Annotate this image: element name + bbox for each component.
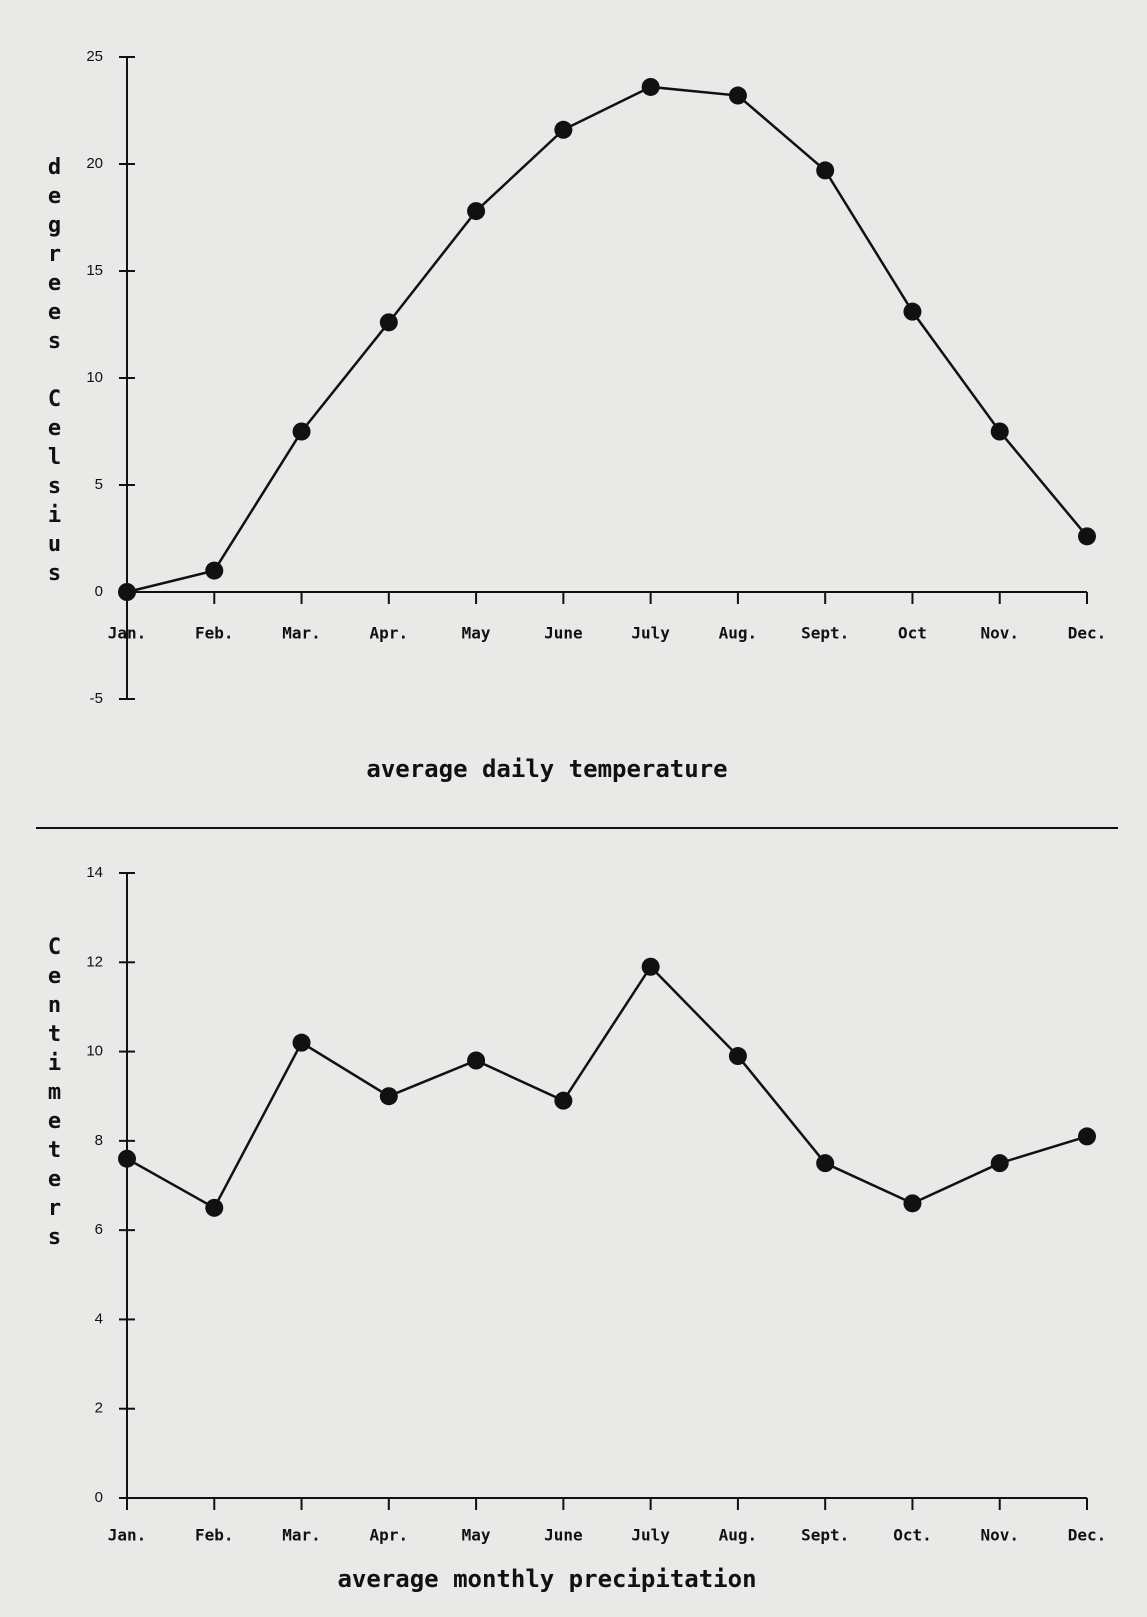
point: [467, 1051, 486, 1070]
point: [205, 1198, 224, 1217]
x-tick-label: Sept.: [801, 624, 849, 643]
x-axis-title: average monthly precipitation: [337, 1565, 756, 1593]
y-tick-label: 8: [95, 1132, 103, 1149]
x-tick-label: Feb.: [195, 624, 234, 643]
y-axis-title: Centimeters: [42, 935, 67, 1254]
x-tick-label: Nov.: [980, 624, 1019, 643]
x-tick-label: Oct: [898, 624, 927, 643]
y-tick-label: 0: [95, 1489, 103, 1506]
y-tick-label: 12: [86, 953, 103, 970]
point: [467, 202, 486, 221]
point: [641, 77, 660, 96]
point: [292, 1033, 311, 1052]
x-axis-title: average daily temperature: [366, 755, 727, 783]
x-tick-label: Sept.: [801, 1526, 849, 1545]
y-tick-label: 10: [86, 1043, 103, 1060]
point: [379, 1087, 398, 1106]
point: [728, 1047, 747, 1066]
point: [641, 957, 660, 976]
x-tick-label: Feb.: [195, 1526, 234, 1545]
point: [205, 561, 224, 580]
x-tick-label: Nov.: [980, 1526, 1019, 1545]
point: [1078, 527, 1096, 546]
x-tick-label: July: [631, 624, 670, 643]
point: [554, 1091, 573, 1110]
x-tick-label: May: [462, 624, 491, 643]
x-tick-label: Dec.: [1068, 624, 1107, 643]
x-tick-label: Apr.: [370, 624, 409, 643]
x-tick-label: Jan.: [108, 624, 147, 643]
y-tick-label: 6: [95, 1221, 103, 1238]
x-tick-label: June: [544, 1526, 583, 1545]
x-tick-label: Aug.: [719, 1526, 758, 1545]
point: [816, 161, 835, 180]
y-axis-title: degrees Celsius: [42, 155, 67, 590]
point: [816, 1154, 835, 1173]
point: [1078, 1127, 1096, 1146]
point: [292, 422, 311, 441]
point: [903, 302, 922, 321]
point: [903, 1194, 922, 1213]
y-tick-label: 2: [95, 1400, 103, 1417]
y-tick-label: -5: [90, 690, 103, 707]
point: [990, 1154, 1009, 1173]
point: [118, 583, 136, 601]
point: [728, 86, 747, 105]
x-tick-label: Jan.: [108, 1526, 147, 1545]
y-tick-label: 0: [95, 583, 103, 600]
y-tick-label: 20: [86, 155, 103, 172]
x-tick-label: Oct.: [893, 1526, 932, 1545]
point: [118, 1149, 136, 1168]
line: [126, 964, 1088, 1210]
x-tick-label: July: [631, 1526, 670, 1545]
point: [379, 313, 398, 332]
x-tick-label: Aug.: [719, 624, 758, 643]
x-tick-label: Mar.: [282, 624, 321, 643]
y-tick-label: 5: [95, 476, 103, 493]
x-tick-label: Mar.: [282, 1526, 321, 1545]
y-tick-label: 10: [86, 369, 103, 386]
point: [554, 120, 573, 139]
y-tick-label: 25: [86, 48, 103, 65]
x-tick-label: Apr.: [370, 1526, 409, 1545]
x-tick-label: Dec.: [1068, 1526, 1107, 1545]
x-tick-label: May: [462, 1526, 491, 1545]
point: [990, 422, 1009, 441]
line: [126, 85, 1088, 594]
x-tick-label: June: [544, 624, 583, 643]
y-tick-label: 4: [95, 1310, 103, 1327]
y-tick-label: 15: [86, 262, 103, 279]
y-tick-label: 14: [86, 864, 103, 881]
